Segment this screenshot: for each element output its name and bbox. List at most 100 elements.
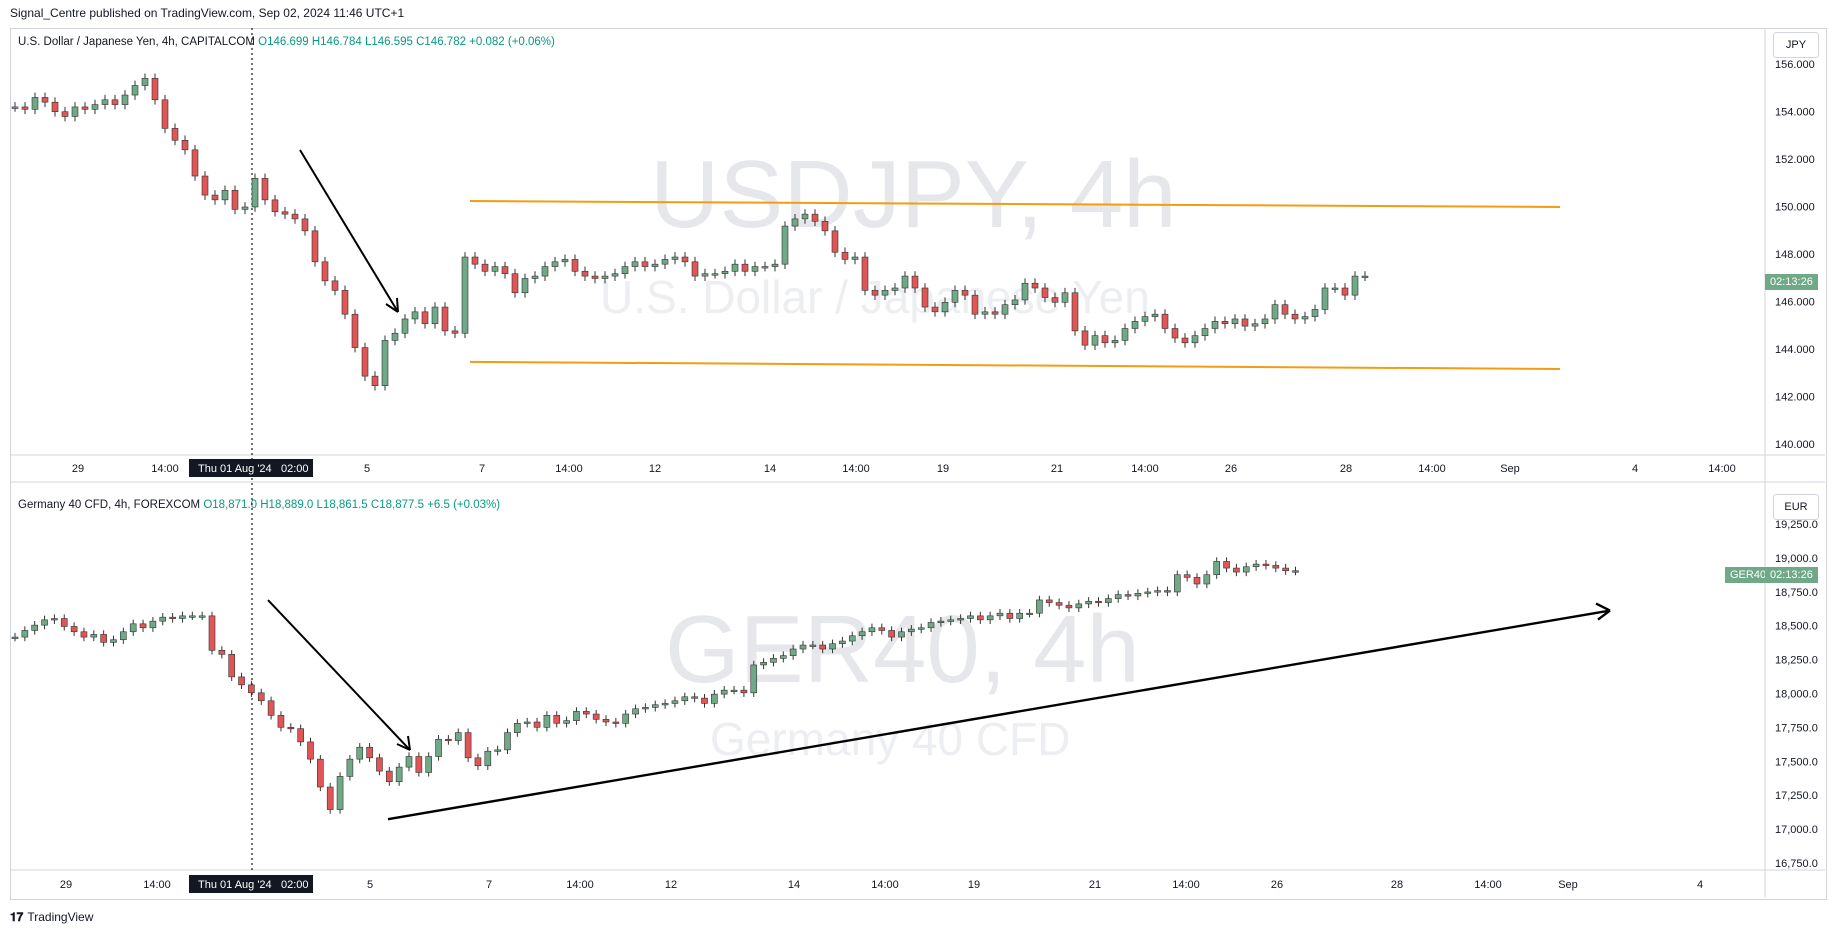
candle-up: [405, 756, 413, 768]
currency-unit-eur[interactable]: EUR: [1773, 494, 1819, 520]
publisher-line: Signal_Centre published on TradingView.c…: [10, 6, 405, 20]
candle-down: [1181, 337, 1189, 344]
trend-arrow-line: [267, 599, 411, 751]
candle-up: [391, 332, 399, 341]
candle-up: [110, 639, 117, 643]
candle-down: [169, 616, 176, 619]
time-axis-label: 4: [1697, 879, 1703, 891]
candle-down: [1221, 321, 1229, 325]
crosshair-date-box: [189, 459, 313, 477]
time-axis-label: 14: [788, 879, 800, 891]
ger40-legend: Germany 40 CFD, 4h, FOREXCOM O18,871.0 H…: [18, 499, 500, 511]
candle-down: [1171, 328, 1179, 339]
candle-up: [141, 78, 149, 86]
candle-down: [1164, 590, 1171, 593]
candle-up: [1134, 592, 1142, 597]
candle-up: [241, 206, 249, 210]
candle-down: [341, 290, 349, 315]
candle-up: [1114, 594, 1122, 599]
time-axis-label: 28: [1391, 879, 1403, 891]
candle-up: [642, 707, 649, 710]
candle-down: [366, 746, 373, 759]
candle-down: [641, 261, 649, 267]
candle-up: [1151, 313, 1159, 317]
low-value: L146.595: [364, 36, 413, 48]
candle-up: [927, 622, 935, 629]
time-axis-label: 14:00: [1708, 463, 1736, 475]
candle-up: [11, 636, 19, 639]
candle-down: [218, 650, 226, 655]
candle-down: [1081, 330, 1089, 346]
currency-unit-jpy[interactable]: JPY: [1773, 32, 1819, 58]
close-value: C146.782: [416, 36, 466, 48]
candle-down: [1281, 304, 1289, 315]
candle-up: [848, 635, 856, 642]
candle-down: [271, 199, 279, 213]
candle-down: [1071, 292, 1079, 332]
candle-up: [1105, 598, 1112, 603]
crosshair-date-label: Thu 01 Aug '24: [198, 463, 272, 475]
candle-down: [1341, 287, 1349, 296]
candle-down: [471, 256, 479, 265]
crosshair-time-label: 02:00: [281, 879, 309, 891]
candle-up: [543, 715, 551, 728]
candle-up: [346, 758, 354, 777]
candle-up: [1075, 603, 1083, 609]
arrow-head-icon: [385, 297, 399, 313]
candle-up: [431, 306, 439, 325]
candle-up: [189, 615, 196, 618]
time-axis-label: 28: [1340, 463, 1352, 475]
candle-up: [681, 696, 689, 702]
symbol-name[interactable]: Germany 40 CFD, 4h, FOREXCOM: [18, 499, 201, 511]
candle-down: [1262, 563, 1270, 566]
tradingview-brand[interactable]: 𝟏𝟕 TradingView: [10, 910, 93, 925]
open-value: O146.699: [258, 36, 309, 48]
candle-down: [321, 261, 329, 282]
candle-up: [957, 618, 964, 621]
candle-up: [891, 287, 899, 291]
chart-frame: [10, 28, 1827, 900]
candle-up: [730, 689, 738, 692]
candle-up: [770, 658, 777, 663]
candle-down: [281, 211, 289, 215]
candle-down: [1055, 602, 1063, 606]
candle-down: [581, 271, 589, 277]
candle-up: [411, 311, 419, 320]
candle-up: [851, 256, 859, 260]
candle-up: [41, 619, 48, 626]
candle-down: [691, 696, 698, 699]
candle-down: [351, 313, 359, 348]
candle-down: [331, 280, 339, 291]
candle-up: [1144, 591, 1152, 594]
price-axis-label: 146.000: [1775, 297, 1815, 309]
candle-down: [385, 770, 393, 783]
price-axis-label: 18,250.0: [1775, 655, 1818, 667]
candle-up: [981, 311, 989, 315]
candle-up: [31, 624, 39, 631]
candle-down: [831, 230, 839, 253]
candle-down: [441, 306, 449, 332]
candle-up: [951, 290, 959, 303]
candle-up: [1085, 600, 1092, 605]
symbol-name[interactable]: U.S. Dollar / Japanese Yen, 4h, CAPITALC…: [18, 36, 255, 48]
low-value: L18,861.5: [316, 499, 368, 511]
candle-up: [750, 664, 758, 694]
crosshair-date-box: [189, 875, 313, 893]
candle-down: [326, 786, 334, 810]
candle-down: [248, 684, 255, 694]
candle-up: [791, 218, 799, 227]
candle-up: [21, 630, 29, 638]
candle-down: [1051, 297, 1059, 303]
candle-down: [1045, 599, 1053, 603]
candle-up: [881, 290, 889, 296]
candle-up: [986, 615, 994, 621]
candle-up: [121, 94, 129, 105]
price-axis-label: 156.000: [1775, 59, 1815, 71]
price-axis-label: 18,500.0: [1775, 621, 1818, 633]
candle-up: [401, 318, 409, 334]
time-axis-label: 4: [1632, 463, 1638, 475]
candle-up: [1131, 321, 1139, 329]
candle-down: [277, 715, 285, 728]
time-axis-label: 14: [764, 463, 776, 475]
